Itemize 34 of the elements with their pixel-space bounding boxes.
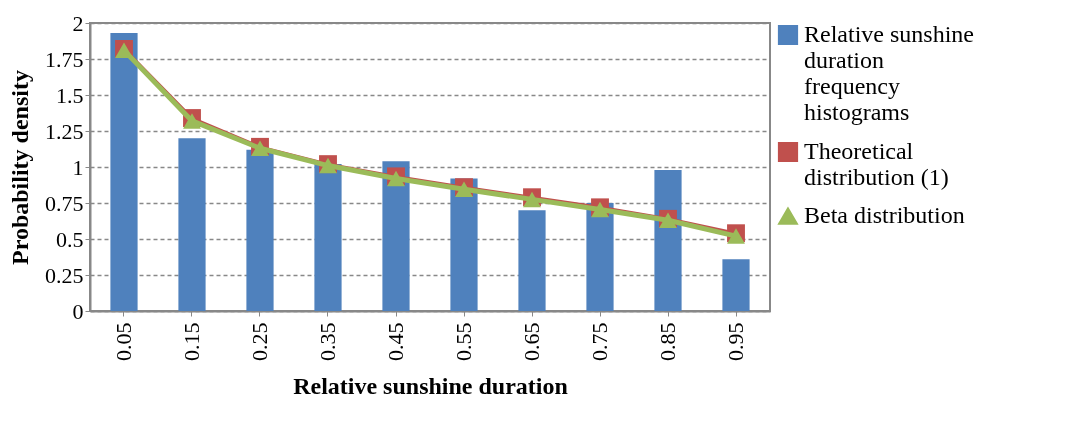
y-tick-label: 0.25	[45, 262, 84, 288]
legend-label: Relative sunshine duration frequency histograms	[804, 21, 974, 125]
bar	[654, 169, 682, 311]
x-tick-label: 0.65	[519, 322, 544, 361]
y-tick-label: 2	[72, 10, 84, 36]
point	[183, 113, 201, 129]
bar	[246, 149, 274, 311]
x-tick-label: 0.85	[655, 322, 680, 361]
x-axis-title: Relative sunshine duration	[293, 373, 568, 399]
bar	[110, 33, 138, 311]
x-tick-label: 0.75	[587, 322, 612, 361]
x-tick-label: 0.95	[723, 322, 748, 361]
legend-label: Theoretical distribution (1)	[804, 138, 949, 190]
point	[727, 228, 745, 244]
x-tick-label: 0.35	[315, 322, 340, 361]
bar	[518, 210, 546, 311]
y-tick-label: 0.5	[56, 226, 84, 252]
legend-label: Beta distribution	[804, 202, 965, 228]
x-tick-label: 0.45	[383, 322, 408, 361]
bar	[382, 161, 410, 311]
x-tick-label: 0.05	[111, 322, 136, 361]
bar	[178, 138, 206, 311]
y-tick-label: 1	[72, 154, 84, 180]
x-tick-label: 0.15	[179, 322, 204, 361]
bar	[314, 164, 342, 311]
y-tick-label: 1.25	[45, 118, 84, 144]
y-tick-label: 0.75	[45, 190, 84, 216]
bar	[722, 259, 750, 311]
y-tick-label: 1.5	[56, 82, 84, 108]
y-tick-label: 1.75	[45, 46, 84, 72]
x-tick-label: 0.55	[451, 322, 476, 361]
x-tick-label: 0.25	[247, 322, 272, 361]
y-axis-title: Probability density	[7, 70, 33, 265]
y-tick-label: 0	[72, 298, 84, 324]
